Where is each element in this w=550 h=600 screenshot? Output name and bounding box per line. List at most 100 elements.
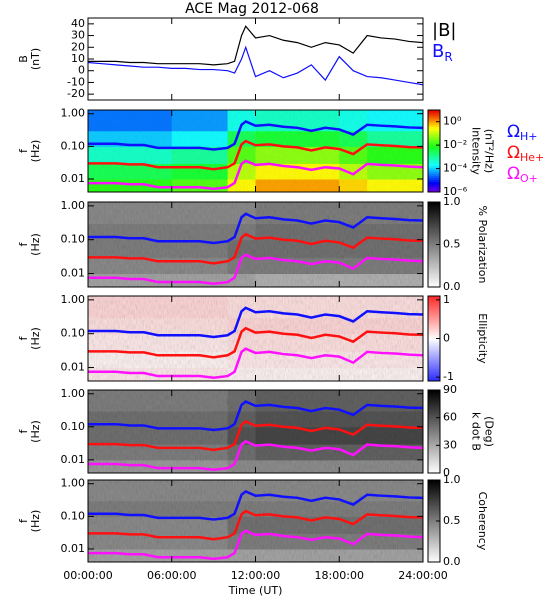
colorbar-step — [428, 547, 440, 551]
colorbar-step — [428, 142, 440, 146]
colorbar-step — [428, 159, 440, 162]
colorbar-step — [428, 240, 440, 243]
colorbar-step — [428, 535, 440, 538]
colorbar-step — [428, 521, 440, 524]
x-tick-label: 06:00:00 — [147, 569, 196, 582]
y-tick-label: 1.00 — [61, 293, 86, 306]
colorbar-step — [428, 419, 440, 422]
x-tick-label: 12:00:00 — [231, 569, 280, 582]
colorbar-step — [428, 187, 440, 191]
gyro-line — [88, 440, 423, 472]
colorbar-tick-label: 0.5 — [443, 238, 461, 251]
colorbar-label: Intensity — [470, 127, 483, 175]
gyro-line — [88, 347, 423, 379]
texture — [88, 480, 423, 562]
colorbar-step — [428, 259, 440, 262]
y-tick-label: 40 — [71, 17, 85, 30]
colorbar-step — [428, 336, 440, 339]
colorbar-step — [428, 272, 440, 275]
colorbar-label: Coherency — [476, 492, 489, 551]
colorbar-step — [428, 319, 440, 322]
colorbar-step — [428, 425, 440, 428]
colorbar-step — [428, 253, 440, 256]
colorbar-step — [428, 443, 440, 447]
colorbar-tick-label: 90 — [443, 383, 457, 396]
gyro-line — [88, 212, 423, 245]
colorbar-frame — [427, 109, 441, 193]
colorbar-step — [428, 408, 440, 412]
legend-entry: ΩHe+ — [507, 143, 544, 164]
colorbar-step — [428, 298, 440, 301]
colorbar-step — [428, 523, 440, 526]
colorbar-step — [428, 531, 440, 534]
y-tick-label: 0.01 — [61, 361, 86, 374]
colorbar-step — [428, 270, 440, 273]
colorbar-step — [428, 206, 440, 209]
colorbar-step — [428, 340, 440, 344]
colorbar-step — [428, 181, 440, 185]
colorbar-step — [428, 114, 440, 117]
colorbar-step — [428, 500, 440, 504]
colorbar-step — [428, 510, 440, 514]
colorbar-step — [428, 559, 440, 563]
colorbar-step — [428, 313, 440, 316]
colorbar-step — [428, 390, 440, 393]
y-tick-label: 30 — [71, 29, 85, 42]
colorbar-step — [428, 366, 440, 369]
colorbar-step — [428, 225, 440, 228]
legend-name: |B| — [432, 20, 456, 41]
colorbar-step — [428, 533, 440, 536]
colorbar-step — [428, 204, 440, 207]
panel — [88, 25, 423, 86]
colorbar-step — [428, 355, 440, 359]
y-axis-label: B — [17, 55, 30, 63]
colorbar-step — [428, 110, 440, 113]
colorbar-tick-label: 0 — [443, 332, 450, 345]
colorbar-step — [428, 454, 440, 457]
colorbar-step — [428, 214, 440, 218]
y-axis-label: f — [17, 241, 30, 246]
colorbar-step — [428, 136, 440, 140]
y-tick-label: 0.01 — [61, 172, 86, 185]
colorbar-step — [428, 167, 440, 170]
y-axis-label: (Hz) — [29, 420, 42, 443]
colorbar-step — [428, 484, 440, 487]
colorbar-step — [428, 368, 440, 371]
texture — [88, 296, 423, 381]
colorbar-step — [428, 357, 440, 361]
legend-subscript: He+ — [520, 151, 544, 164]
colorbar-frame — [427, 389, 441, 474]
colorbar-step — [428, 267, 440, 271]
colorbar-step — [428, 144, 440, 148]
colorbar-step — [428, 175, 440, 179]
colorbar-step — [428, 132, 440, 136]
legend-subscript: O+ — [520, 172, 538, 185]
colorbar-step — [428, 421, 440, 424]
colorbar-step — [428, 344, 440, 348]
panel — [88, 390, 423, 473]
colorbar-step — [428, 282, 440, 286]
colorbar-tick-label: 0.0 — [443, 280, 461, 293]
colorbar-tick-label: 30 — [443, 438, 457, 451]
legend-name: B — [432, 41, 444, 62]
colorbar-step — [428, 518, 440, 522]
y-axis-label: f — [17, 148, 30, 153]
colorbar-step — [428, 233, 440, 237]
colorbar-step — [428, 398, 440, 401]
colorbar-step — [428, 402, 440, 406]
colorbar-step — [428, 171, 440, 175]
colorbar-step — [428, 551, 440, 555]
y-tick-label: 1.00 — [61, 107, 86, 120]
gyro-line — [88, 400, 423, 432]
colorbar-step — [428, 274, 440, 277]
colorbar-tick-label: 60 — [443, 411, 457, 424]
y-tick-label: 20 — [71, 40, 85, 53]
colorbar-step — [428, 498, 440, 501]
colorbar-step — [428, 177, 440, 181]
colorbar-step — [428, 332, 440, 335]
colorbar-step — [428, 410, 440, 414]
colorbar-tick-label: 10⁻⁶ — [443, 185, 468, 198]
colorbar-step — [428, 231, 440, 235]
y-tick-label: 1.00 — [61, 477, 86, 490]
